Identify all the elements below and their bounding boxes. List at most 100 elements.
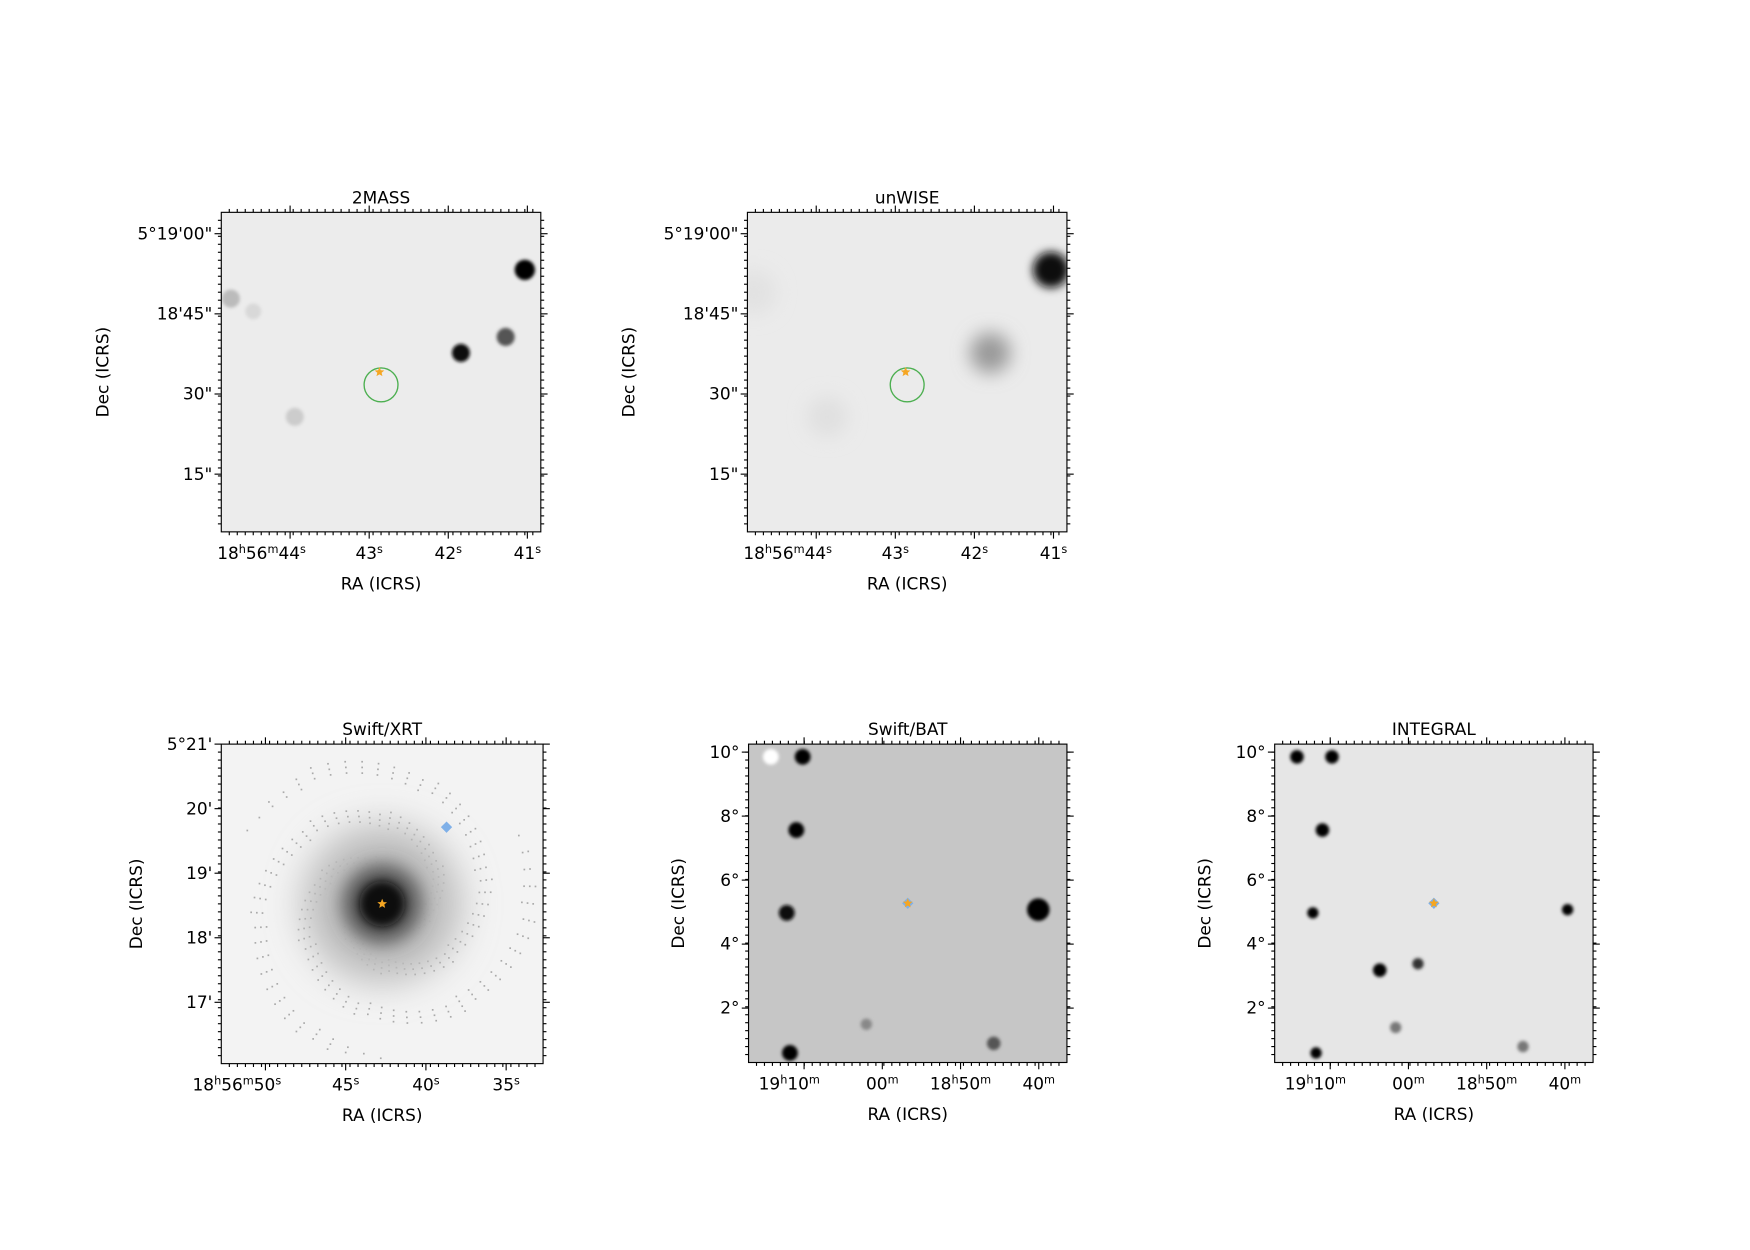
x-axis-label: RA (ICRS) bbox=[341, 573, 422, 593]
photon bbox=[474, 998, 477, 1000]
x-tick-label: 42s bbox=[435, 542, 463, 563]
photon bbox=[339, 988, 341, 991]
photon bbox=[361, 760, 363, 763]
photon bbox=[528, 885, 531, 888]
photon bbox=[286, 850, 288, 853]
photon bbox=[326, 1048, 329, 1050]
photon bbox=[408, 822, 411, 824]
y-axis-label: Dec (ICRS) bbox=[92, 327, 112, 418]
photon bbox=[483, 985, 486, 987]
y-tick-label: 18'45" bbox=[157, 304, 213, 324]
photon bbox=[392, 1020, 395, 1023]
photon bbox=[309, 945, 312, 948]
photon bbox=[416, 828, 418, 831]
photon bbox=[270, 872, 273, 874]
photon bbox=[510, 966, 512, 968]
photon bbox=[290, 854, 293, 856]
photon bbox=[472, 924, 475, 926]
photon bbox=[282, 863, 285, 866]
photon bbox=[331, 980, 334, 982]
x-axis-label: RA (ICRS) bbox=[1394, 1104, 1475, 1124]
y-tick-label: 4° bbox=[1246, 934, 1265, 954]
y-axis-label: Dec (ICRS) bbox=[126, 859, 146, 950]
y-axis-label: Dec (ICRS) bbox=[619, 327, 639, 418]
source-blob bbox=[986, 1036, 1001, 1051]
photon bbox=[505, 963, 507, 965]
photon bbox=[490, 971, 493, 973]
photon bbox=[246, 829, 249, 832]
photon bbox=[433, 969, 436, 972]
photon bbox=[327, 762, 329, 765]
photon bbox=[295, 842, 298, 845]
photon bbox=[430, 965, 432, 967]
photon bbox=[405, 1010, 408, 1013]
photon bbox=[379, 1057, 382, 1060]
photon bbox=[466, 933, 469, 935]
photon bbox=[377, 768, 379, 771]
source-blob bbox=[1372, 963, 1387, 977]
photon bbox=[479, 867, 482, 870]
photon bbox=[321, 815, 324, 818]
photon bbox=[458, 1000, 461, 1003]
photon bbox=[380, 1012, 382, 1014]
photon bbox=[463, 818, 466, 821]
photon bbox=[317, 979, 320, 981]
photon bbox=[526, 902, 529, 904]
photon bbox=[316, 829, 318, 832]
photon bbox=[258, 816, 261, 819]
photon bbox=[348, 821, 351, 823]
x-tick-label: 40m bbox=[1023, 1073, 1056, 1094]
photon bbox=[333, 812, 336, 814]
x-tick-label: 40m bbox=[1549, 1073, 1582, 1094]
photon bbox=[435, 1019, 438, 1022]
photon bbox=[300, 788, 303, 791]
star-marker bbox=[902, 898, 913, 908]
photon bbox=[379, 813, 381, 816]
x-tick-label: 19h10m bbox=[1285, 1073, 1346, 1094]
photon bbox=[445, 797, 448, 799]
x-axis-label: RA (ICRS) bbox=[342, 1105, 423, 1125]
source-blob bbox=[1307, 907, 1319, 919]
photon bbox=[292, 1009, 295, 1012]
x-tick-label: 00m bbox=[866, 1073, 899, 1094]
photon bbox=[408, 772, 410, 774]
y-tick-label: 5°19'00" bbox=[664, 223, 739, 243]
source-blob bbox=[245, 303, 262, 320]
photon bbox=[272, 858, 275, 860]
photon bbox=[485, 879, 488, 881]
y-tick-label: 6° bbox=[1246, 870, 1265, 890]
photon bbox=[304, 948, 307, 950]
photon bbox=[285, 796, 288, 798]
photon bbox=[420, 1021, 423, 1024]
photon bbox=[307, 958, 310, 961]
y-tick-label: 30" bbox=[709, 384, 738, 404]
photon bbox=[301, 831, 304, 833]
y-tick-label: 15" bbox=[183, 464, 212, 484]
photon bbox=[321, 975, 324, 977]
source-blob bbox=[1561, 904, 1574, 916]
source-blob bbox=[1290, 750, 1304, 764]
photon bbox=[475, 902, 478, 905]
photon bbox=[423, 972, 426, 975]
photon bbox=[264, 884, 266, 887]
photon bbox=[337, 822, 340, 825]
star-marker bbox=[374, 367, 385, 377]
photon bbox=[447, 1010, 450, 1013]
photon bbox=[345, 810, 348, 813]
photon bbox=[392, 1009, 395, 1012]
photon bbox=[442, 801, 444, 804]
sky-image bbox=[747, 212, 1067, 532]
photon bbox=[533, 921, 536, 923]
y-axis-label: Dec (ICRS) bbox=[668, 858, 688, 949]
photon bbox=[303, 1022, 305, 1024]
source-blob bbox=[285, 407, 304, 426]
source-blob bbox=[788, 822, 805, 838]
photon bbox=[378, 819, 381, 821]
photon bbox=[347, 815, 349, 818]
photon bbox=[499, 978, 501, 981]
y-tick-label: 8° bbox=[720, 806, 739, 826]
sky-image bbox=[221, 212, 541, 532]
y-tick-label: 18'45" bbox=[683, 304, 739, 324]
photon bbox=[332, 997, 335, 1000]
photon bbox=[298, 918, 301, 921]
